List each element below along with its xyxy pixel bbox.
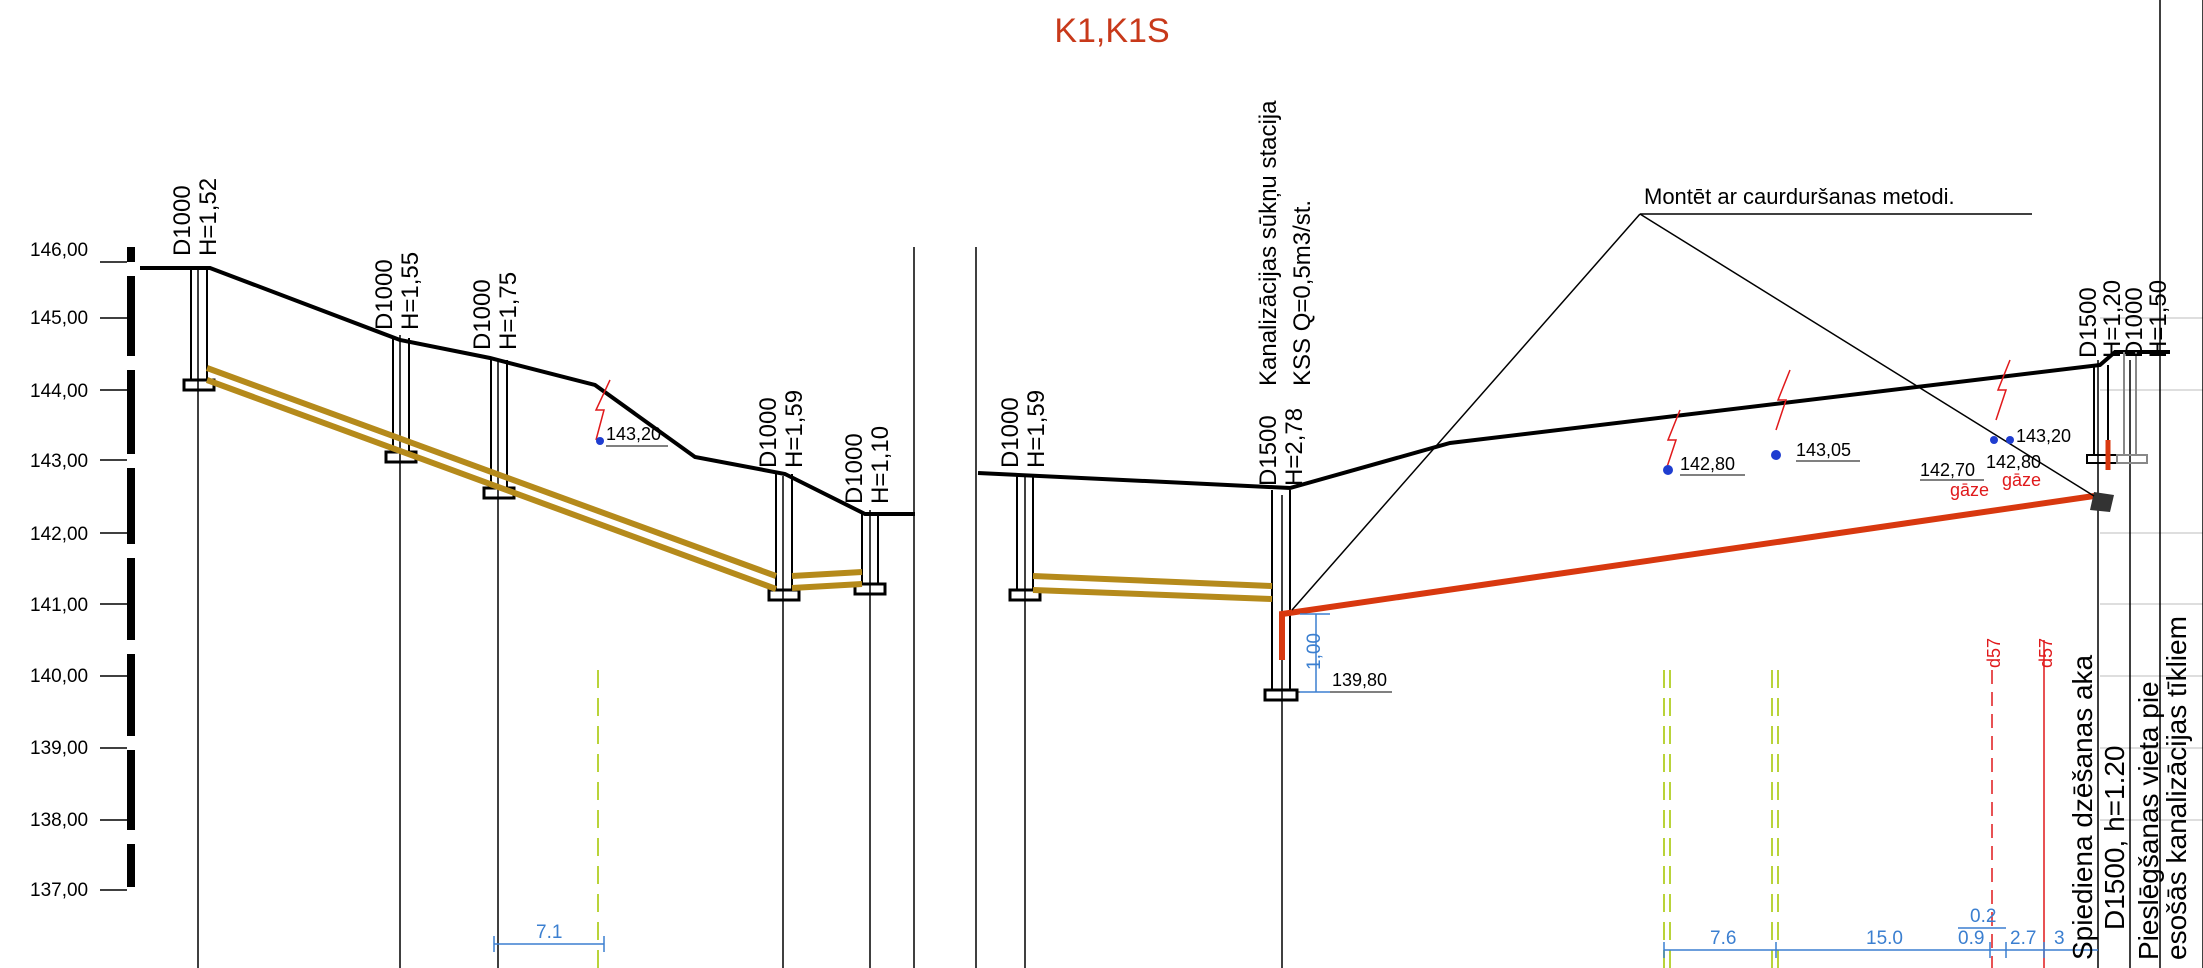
elev-label: 144,00: [30, 381, 88, 402]
elev-label: 138,00: [30, 810, 88, 831]
manhole-depth-label: H=2,78: [1281, 408, 1308, 486]
vertical-label: Spiediena dzēšanas aka: [2067, 654, 2098, 960]
pump-station-capacity: KSS Q=0,5m3/st.: [1289, 200, 1316, 386]
crossing-label: 142,70: [1920, 460, 1975, 480]
crossing-label: 143,20: [2016, 426, 2071, 446]
elev-label: 139,00: [30, 738, 88, 759]
manhole-diameter-label: D1500: [1255, 415, 1282, 486]
pump-station-title: Kanalizācijas sūkņu stacija: [1255, 100, 1282, 386]
elevation-labels: 146,00 145,00 144,00 143,00 142,00 141,0…: [30, 240, 88, 901]
dimension-label: 0.2: [1970, 906, 1996, 927]
drawing-title: K1,K1S: [1054, 12, 1169, 50]
elev-label: 141,00: [30, 595, 88, 616]
dimension-label: 1,00: [1304, 633, 1325, 670]
ground-line-left: [140, 266, 915, 516]
dimension-chain: [493, 927, 2098, 958]
crossing-label: 142,80: [1986, 452, 2041, 472]
crossing-label: 143,20: [606, 424, 661, 444]
manhole-depth-label: H=1,59: [1023, 390, 1050, 468]
bottom-level-label: 139,80: [1332, 670, 1387, 690]
grid-lines: [2100, 317, 2203, 821]
manhole-depth-label: H=1,10: [867, 426, 894, 504]
gravity-pipe: [205, 365, 1273, 602]
vertical-label: D1500, h=1.20: [2099, 746, 2130, 931]
dimension-label: 7.1: [536, 922, 562, 943]
pump-station-well: [1263, 490, 1299, 702]
elev-label: 137,00: [30, 880, 88, 901]
gas-label: gāze: [2002, 470, 2041, 490]
vertical-label: Pieslēgšanas vieta pie: [2133, 681, 2164, 960]
manhole: [2116, 352, 2148, 464]
elev-label: 145,00: [30, 308, 88, 329]
utility-line: [597, 670, 1779, 968]
manhole-diameter-label: D1000: [469, 279, 496, 350]
manhole-diameter-label: D1000: [169, 185, 196, 256]
elev-label: 143,00: [30, 451, 88, 472]
manhole-diameter-label: D1000: [755, 397, 782, 468]
installation-note: Montēt ar caurduršanas metodi.: [1644, 184, 1955, 209]
manhole-diameter-label: D1000: [841, 433, 868, 504]
manhole-diameter-label: D1000: [997, 397, 1024, 468]
elevation-tick-marks: [100, 261, 127, 891]
dimension-vertical: [1300, 613, 1330, 693]
manhole: [1008, 474, 1042, 602]
manhole-diameter-label: D1000: [2121, 287, 2148, 358]
dimension-label: 7.6: [1710, 928, 1736, 949]
gas-pipe-label: d57: [2036, 638, 2056, 668]
dimension-label: 2.7: [2010, 928, 2036, 949]
crossing-marker: [594, 359, 2011, 471]
crossing-label: 143,05: [1796, 440, 1851, 460]
dimension-label: 15.0: [1866, 928, 1903, 949]
manhole-depth-label: H=1,52: [195, 178, 222, 256]
gas-pipe-label: d57: [1984, 638, 2004, 668]
manhole-depth-label: H=1,75: [495, 272, 522, 350]
pressure-pipe: [1279, 440, 2111, 660]
manhole: [767, 474, 801, 602]
elev-label: 142,00: [30, 524, 88, 545]
crossing-points: [596, 436, 2014, 475]
manhole-depth-label: H=1,55: [397, 252, 424, 330]
dimension-label: 3: [2054, 928, 2065, 949]
manhole-diameter-label: D1500: [2075, 287, 2102, 358]
elev-label: 140,00: [30, 666, 88, 687]
elevation-scale: [127, 247, 135, 887]
manhole: [2086, 365, 2118, 464]
elev-label: 146,00: [30, 240, 88, 261]
gas-label: gāze: [1950, 480, 1989, 500]
manhole-depth-label: H=1,50: [2145, 280, 2172, 358]
crossing-label: 142,80: [1680, 454, 1735, 474]
dimension-label: 0.9: [1958, 928, 1984, 949]
gas-pipe-lines: [1991, 640, 2045, 968]
valve-icon: [2090, 492, 2114, 512]
manhole-depth-label: H=1,59: [781, 390, 808, 468]
manhole-depth-label: H=1,20: [2099, 280, 2126, 358]
vertical-label: esošās kanalizācijas tīkliem: [2161, 616, 2192, 960]
manhole-diameter-label: D1000: [371, 259, 398, 330]
note-leader-lines: [1291, 213, 2095, 611]
